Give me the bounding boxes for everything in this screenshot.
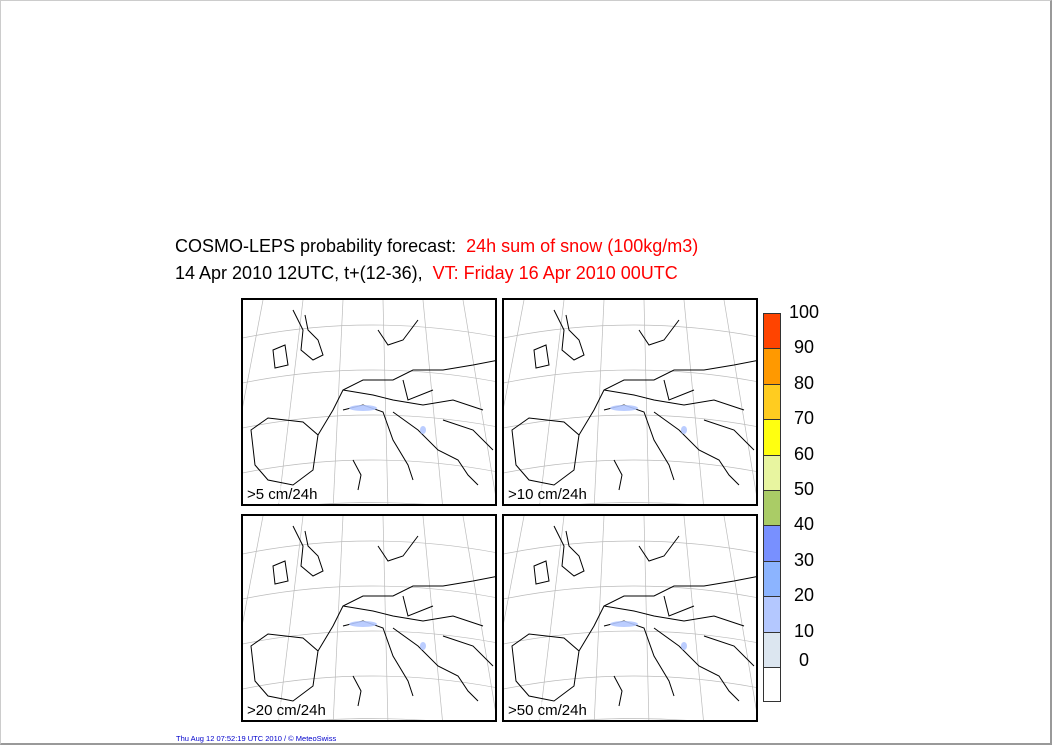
colorbar-segment (763, 348, 781, 384)
map-panel-20cm: >20 cm/24h (241, 514, 497, 722)
colorbar-tick-label: 20 (793, 585, 815, 606)
colorbar-segment (763, 313, 781, 349)
colorbar-tick-label: 0 (798, 650, 809, 670)
colorbar-segment (763, 525, 781, 561)
panel-label: >50 cm/24h (508, 702, 587, 719)
colorbar-segment (763, 383, 781, 420)
map-europe (243, 300, 495, 504)
colorbar-segment (763, 419, 781, 455)
valid-time: VT: Friday 16 Apr 2010 00UTC (432, 263, 678, 283)
panel-label: >10 cm/24h (508, 486, 587, 503)
footer-timestamp: Thu Aug 12 07:52:19 UTC 2010 / © MeteoSw… (176, 734, 337, 743)
colorbar-tick-label: 40 (793, 514, 815, 535)
title-line-1: COSMO-LEPS probability forecast: 24h sum… (175, 236, 698, 257)
colorbar-tick-label: 50 (793, 479, 815, 499)
map-panel-10cm: >10 cm/24h (502, 298, 758, 506)
colorbar-segment (763, 631, 781, 667)
colorbar-tick-label: 30 (793, 549, 815, 570)
title-line-2: 14 Apr 2010 12UTC, t+(12-36), VT: Friday… (175, 263, 678, 284)
colorbar-segment (763, 596, 781, 632)
title-variable: 24h sum of snow (100kg/m3) (466, 236, 699, 256)
colorbar-segment (763, 489, 781, 526)
panel-label: >20 cm/24h (247, 702, 326, 719)
colorbar-tick-label: 80 (793, 372, 815, 393)
colorbar (763, 313, 781, 703)
map-europe (504, 300, 756, 504)
colorbar-tick-label: 10 (793, 620, 815, 641)
map-europe (243, 516, 495, 720)
map-panel-5cm: >5 cm/24h (241, 298, 497, 506)
colorbar-tick-label: 60 (793, 443, 815, 464)
title-prefix: COSMO-LEPS probability forecast: (175, 236, 457, 256)
colorbar-segment (763, 454, 781, 490)
colorbar-segment (763, 666, 781, 703)
colorbar-tick-label: 90 (793, 337, 815, 358)
colorbar-tick-label: 70 (793, 408, 815, 429)
map-europe (504, 516, 756, 720)
colorbar-tick-label: 100 (788, 302, 820, 322)
colorbar-segment (763, 560, 781, 597)
map-panel-50cm: >50 cm/24h (502, 514, 758, 722)
run-time: 14 Apr 2010 12UTC, t+(12-36), (175, 263, 423, 283)
panel-label: >5 cm/24h (247, 486, 318, 503)
